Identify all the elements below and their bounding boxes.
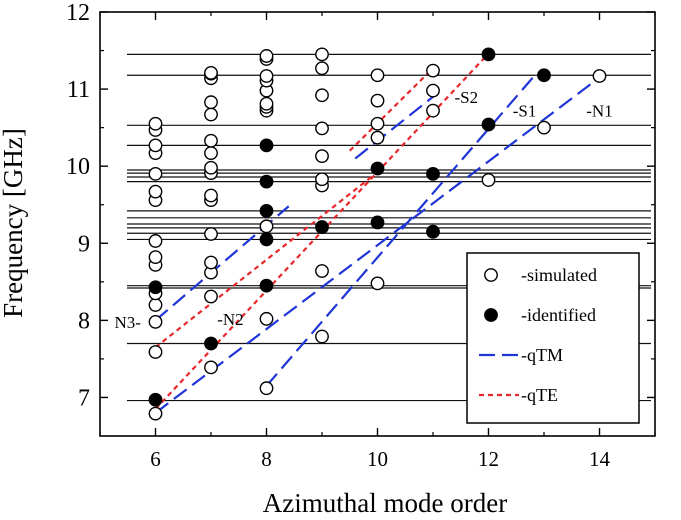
legend-label: -identified bbox=[521, 305, 596, 325]
identified-point bbox=[259, 278, 274, 293]
identified-point bbox=[426, 224, 440, 239]
y-tick-label: 7 bbox=[78, 385, 90, 411]
simulated-point bbox=[315, 61, 329, 76]
data-points bbox=[148, 47, 607, 421]
simulated-point bbox=[148, 138, 163, 153]
identified-point bbox=[148, 280, 163, 295]
simulated-point bbox=[592, 69, 607, 83]
y-tick-label: 8 bbox=[78, 308, 90, 334]
identified-point bbox=[370, 161, 385, 176]
identified-point bbox=[426, 166, 440, 181]
legend-label: -qTM bbox=[521, 345, 563, 365]
simulated-point bbox=[148, 116, 163, 131]
simulated-point bbox=[204, 66, 218, 80]
simulated-point bbox=[315, 264, 329, 278]
simulated-point bbox=[204, 133, 218, 148]
simulated-point bbox=[426, 103, 440, 118]
identified-point bbox=[148, 392, 163, 407]
legend-box bbox=[466, 252, 640, 424]
qtm-fit-line bbox=[154, 76, 601, 414]
simulated-point bbox=[259, 69, 274, 83]
simulated-point bbox=[204, 360, 218, 375]
simulated-point bbox=[315, 47, 329, 62]
simulated-point bbox=[481, 173, 496, 187]
simulated-point bbox=[537, 120, 551, 135]
identified-point bbox=[259, 174, 274, 189]
identified-point bbox=[204, 336, 218, 351]
x-tick-label: 10 bbox=[367, 447, 388, 471]
mode-label: N3- bbox=[115, 313, 142, 332]
qte-fit-line bbox=[348, 72, 429, 152]
mode-label: -N1 bbox=[586, 102, 612, 121]
x-tick-label: 8 bbox=[261, 447, 272, 471]
legend-filled-marker bbox=[484, 308, 498, 322]
mode-label: -S2 bbox=[454, 88, 478, 107]
identified-point bbox=[481, 117, 496, 132]
simulated-point bbox=[259, 381, 274, 396]
simulated-point bbox=[370, 130, 385, 145]
simulated-point bbox=[204, 95, 218, 110]
simulated-point bbox=[315, 329, 329, 344]
legend: -simulated -identified -qTM -qTE bbox=[466, 252, 640, 424]
x-axis-label: Azimuthal mode order bbox=[263, 488, 507, 518]
simulated-point bbox=[148, 298, 163, 312]
simulated-point bbox=[315, 172, 329, 187]
simulated-point bbox=[204, 188, 218, 203]
simulated-point bbox=[148, 315, 163, 329]
simulated-point bbox=[204, 289, 218, 304]
x-tick-label: 6 bbox=[150, 447, 161, 471]
simulated-point bbox=[204, 107, 218, 122]
simulated-point bbox=[148, 250, 163, 265]
simulated-point bbox=[148, 406, 163, 421]
mode-label: -S1 bbox=[513, 102, 537, 121]
qte-fit-line bbox=[154, 166, 384, 349]
simulated-point bbox=[148, 345, 163, 359]
y-tick-label: 10 bbox=[66, 154, 90, 180]
identified-point bbox=[537, 68, 551, 83]
simulated-point bbox=[148, 166, 163, 181]
mode-label: -N2 bbox=[217, 310, 243, 329]
simulated-point bbox=[370, 116, 385, 131]
x-tick-label: 14 bbox=[589, 447, 611, 471]
simulated-point bbox=[204, 255, 218, 270]
simulated-point bbox=[204, 227, 218, 241]
legend-open-marker bbox=[484, 268, 498, 282]
annotations: N3- -N2 -S2 -S1 -N1 bbox=[115, 88, 613, 332]
legend-label: -simulated bbox=[521, 265, 597, 285]
simulated-point bbox=[259, 311, 274, 326]
identified-point bbox=[259, 232, 274, 247]
x-tick-label: 12 bbox=[478, 447, 499, 471]
simulated-point bbox=[259, 49, 274, 63]
simulated-point bbox=[204, 146, 218, 160]
simulated-point bbox=[148, 184, 163, 199]
simulated-point bbox=[315, 121, 329, 136]
identified-point bbox=[315, 220, 329, 234]
identified-point bbox=[370, 215, 385, 230]
simulated-point bbox=[426, 83, 440, 98]
identified-point bbox=[481, 47, 496, 62]
simulated-point bbox=[259, 219, 274, 234]
identified-point bbox=[259, 138, 274, 153]
simulated-point bbox=[259, 96, 274, 111]
simulated-point bbox=[148, 234, 163, 248]
axis-ticks: 6 8 10 12 14 7 8 9 10 11 12 bbox=[66, 0, 656, 471]
simulated-point bbox=[370, 276, 385, 291]
simulated-point bbox=[426, 63, 440, 78]
legend-label: -qTE bbox=[521, 385, 558, 405]
qtm-fit-line bbox=[354, 95, 434, 160]
simulated-point bbox=[315, 149, 329, 164]
simulated-point bbox=[370, 68, 385, 83]
identified-point bbox=[259, 203, 274, 218]
y-tick-label: 11 bbox=[67, 77, 90, 103]
y-tick-label: 9 bbox=[78, 231, 90, 257]
y-tick-label: 12 bbox=[66, 0, 90, 26]
y-axis-label: Frequency [GHz] bbox=[0, 128, 28, 318]
simulated-point bbox=[315, 88, 329, 103]
simulated-point bbox=[204, 160, 218, 175]
simulated-point bbox=[370, 93, 385, 108]
